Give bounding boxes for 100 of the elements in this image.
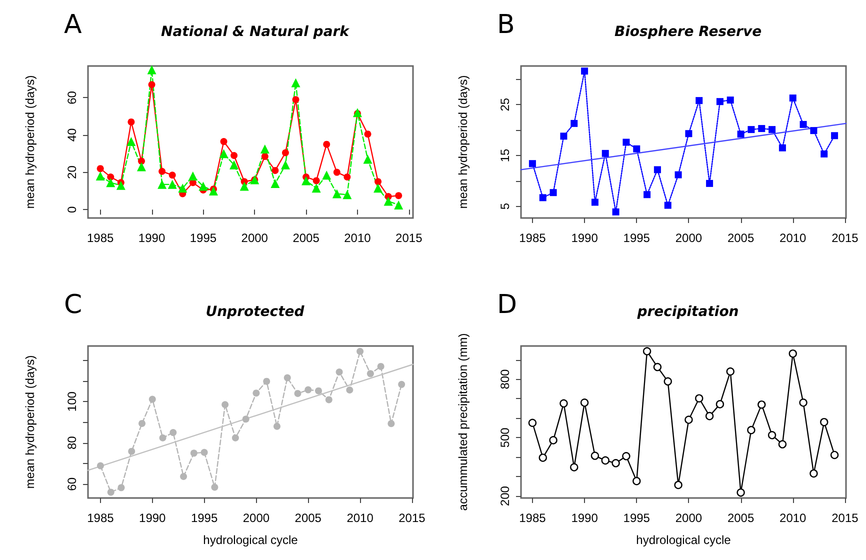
point [550,189,557,196]
point [716,98,724,106]
point [602,150,609,157]
x-tick-label: 1995 [190,511,218,525]
point [684,416,693,424]
point [601,456,610,465]
point [270,178,280,188]
point [747,426,756,434]
x-tick-label: 2010 [344,231,372,245]
x-tick-label: 2010 [780,231,807,245]
point [304,386,312,394]
y-tick-label: 200 [498,486,512,506]
point [302,176,311,186]
point [128,118,135,126]
point [374,184,383,193]
point [147,65,156,74]
point [570,463,578,472]
point [810,127,818,134]
point [726,367,734,376]
point [778,144,786,152]
x-tick-label: 2000 [675,511,702,525]
x-tick-label: 1990 [571,511,598,525]
x-tick-label: 1995 [190,231,217,245]
y-tick-label: 15 [498,148,512,162]
point [830,450,839,460]
point [96,165,104,172]
x-tick-label: 1985 [87,511,114,525]
point [178,184,188,193]
point [230,152,238,160]
point [364,130,372,138]
point [800,120,807,128]
point [168,172,176,179]
x-tick-label: 1995 [623,511,650,525]
point [549,436,558,444]
point [706,180,714,187]
x-tick-label: 2005 [292,231,320,245]
point [168,180,177,189]
point [272,166,279,174]
y-tick-label: 25 [498,98,512,112]
y-axis-title: accummulated precipitation (mm) [456,333,470,511]
x-tick-label: 2005 [727,511,754,525]
point [208,186,218,196]
point [377,362,384,370]
point [242,416,250,423]
point [263,378,270,385]
point [219,149,228,158]
x-tick-label: 2010 [780,511,807,525]
point [126,137,136,146]
point [560,132,568,140]
point [695,394,704,402]
point [810,469,818,478]
point [284,374,291,382]
point [128,448,136,455]
point [674,171,682,178]
point [632,476,641,486]
y-tick-label: 800 [498,368,512,390]
point [294,390,302,397]
x-tick-label: 2005 [294,511,322,525]
point [528,160,536,168]
point [261,152,268,160]
point [384,196,393,206]
point [158,180,167,189]
point [230,160,239,170]
point [653,362,662,372]
point [220,138,228,146]
point [325,396,332,404]
x-tick-label: 1985 [86,231,114,245]
point [336,368,343,376]
point [539,194,546,202]
chart-title: National & Natural park [161,24,351,40]
point [748,126,755,134]
point [363,154,372,164]
text: A [64,10,82,40]
x-tick-label: 2015 [832,511,859,525]
point [158,168,166,175]
x-tick-label: 1990 [138,231,166,245]
y-tick-label: 20 [65,165,79,179]
point [232,434,239,442]
text: C [64,290,82,320]
point [323,140,330,148]
point [190,450,198,457]
x-axis-title: hydrological cycle [203,533,298,547]
point [200,448,208,456]
point [356,348,364,355]
point [138,420,146,427]
point [138,158,145,165]
x-tick-label: 2000 [675,231,702,245]
x-axis-title: hydrological cycle [636,533,732,547]
chart-title: Unprotected [206,304,306,320]
point [315,387,322,394]
point [758,400,766,409]
point [799,398,808,407]
point [273,422,280,430]
point [291,78,300,88]
point [198,182,208,191]
point [332,189,342,198]
point [180,473,188,480]
y-axis-title: mean hydroperiod (days) [456,75,470,209]
point [222,401,229,408]
point [312,184,321,193]
